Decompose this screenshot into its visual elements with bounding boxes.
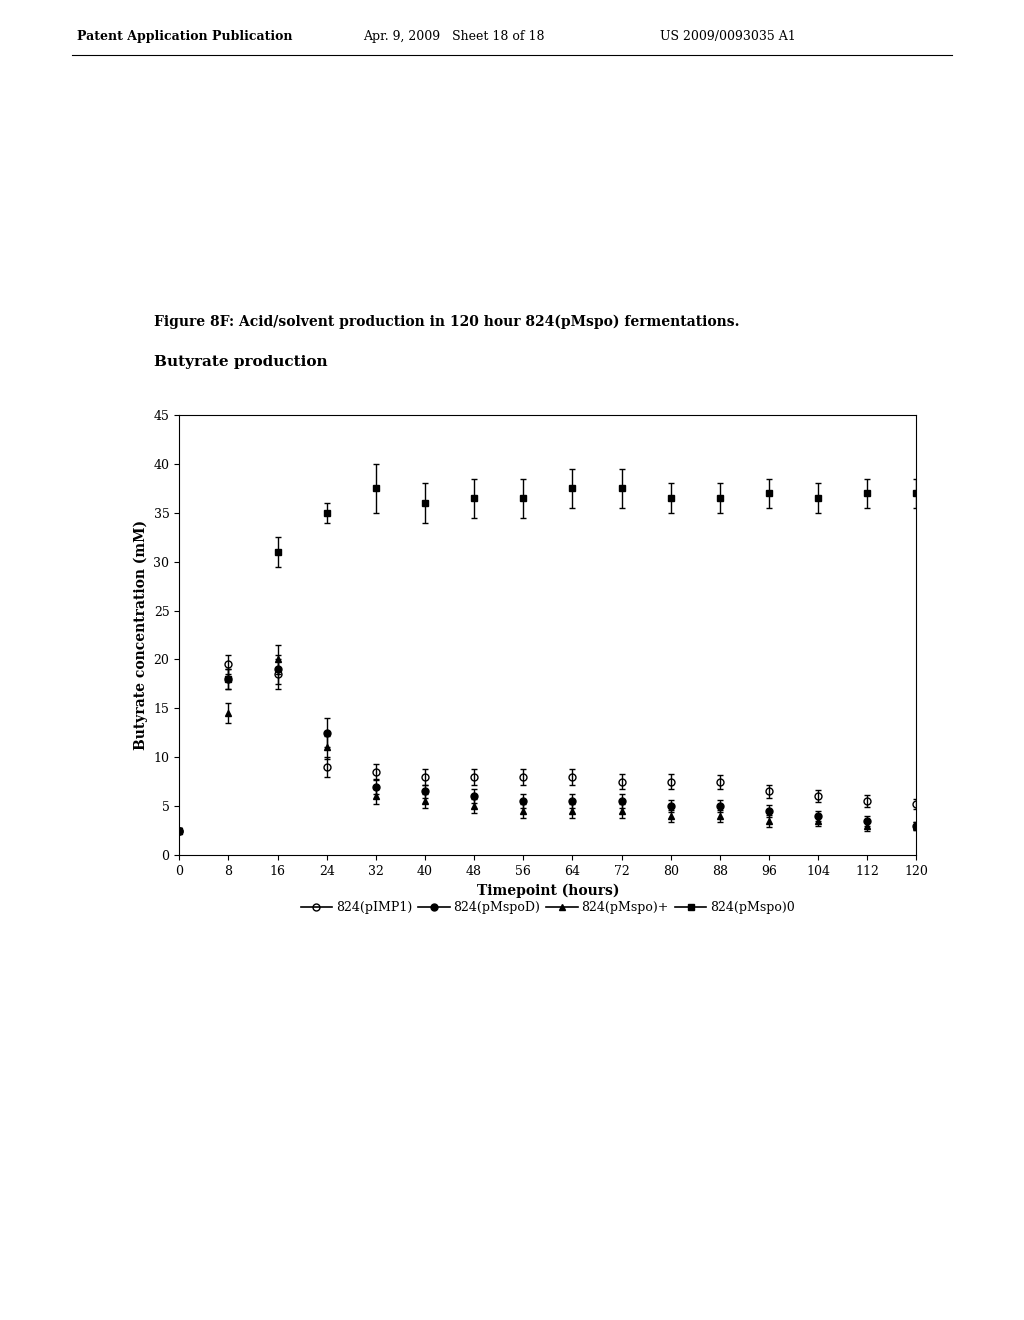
Legend: 824(pIMP1), 824(pMspoD), 824(pMspo)+, 824(pMspo)0: 824(pIMP1), 824(pMspoD), 824(pMspo)+, 82… — [296, 896, 800, 919]
Text: US 2009/0093035 A1: US 2009/0093035 A1 — [660, 30, 797, 44]
Y-axis label: Butyrate concentration (mM): Butyrate concentration (mM) — [133, 520, 147, 750]
Text: Butyrate production: Butyrate production — [154, 355, 328, 370]
Text: Apr. 9, 2009   Sheet 18 of 18: Apr. 9, 2009 Sheet 18 of 18 — [364, 30, 545, 44]
Text: Figure 8F: Acid/solvent production in 120 hour 824(pMspo) fermentations.: Figure 8F: Acid/solvent production in 12… — [154, 315, 739, 330]
X-axis label: Timepoint (hours): Timepoint (hours) — [476, 883, 620, 898]
Text: Patent Application Publication: Patent Application Publication — [77, 30, 292, 44]
